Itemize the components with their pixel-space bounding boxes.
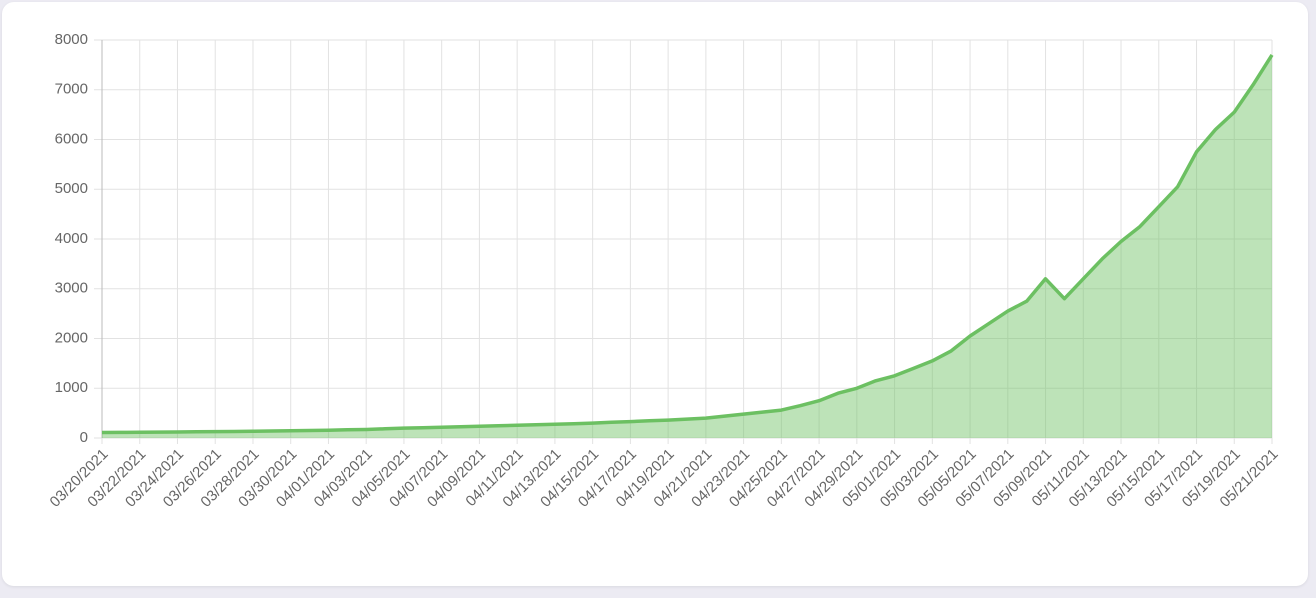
line [101, 53, 1274, 435]
y-tick-label: 1000 [55, 379, 88, 396]
y-tick-label: 2000 [55, 329, 88, 346]
y-tick-label: 8000 [55, 31, 88, 48]
y-tick-label: 7000 [55, 81, 88, 98]
chart-card: 0 1000 2000 3000 4000 5000 6000 7000 8000 03/20/2… [2, 2, 1308, 586]
y-tick-label: 0 [80, 429, 88, 446]
y-tick-label: 3000 [55, 280, 88, 297]
y-tick-label: 5000 [55, 180, 88, 197]
y-tick-label: 4000 [55, 230, 88, 247]
y-tick-label: 6000 [55, 130, 88, 147]
chart: 01000200030004000500060007000800003/20/2… [47, 31, 1282, 511]
area-fill [102, 54, 1272, 439]
